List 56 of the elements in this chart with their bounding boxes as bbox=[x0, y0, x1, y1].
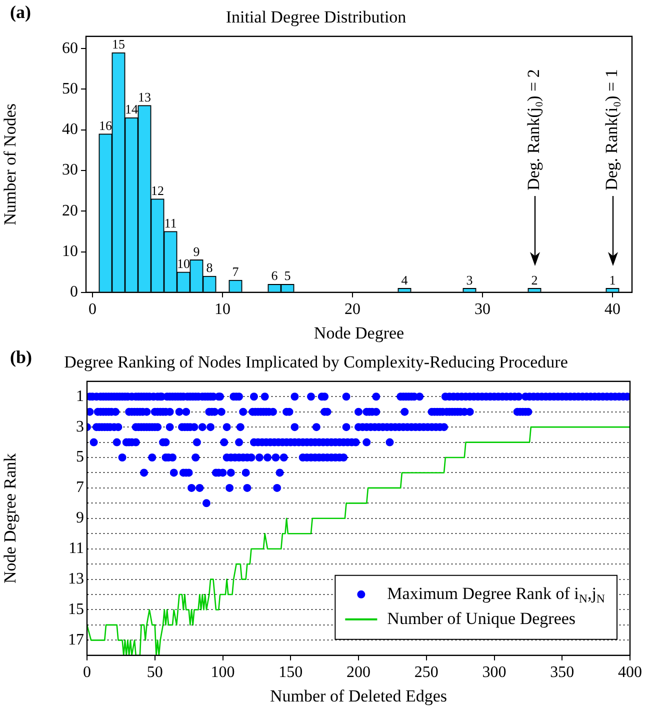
annotation: Deg. Rank(j₀) = 2 bbox=[524, 69, 543, 190]
annotation: 4 bbox=[401, 272, 408, 288]
y-tick-label: 9 bbox=[76, 510, 84, 527]
annotation: Deg. Rank(i₀) = 1 bbox=[602, 69, 621, 190]
annotation: 1 bbox=[609, 272, 616, 288]
annotation: 10 bbox=[177, 256, 190, 272]
x-tick-label: 250 bbox=[414, 664, 438, 682]
y-tick-label: 3 bbox=[76, 418, 84, 436]
x-tick-label: 300 bbox=[482, 664, 506, 682]
x-tick-label: 40 bbox=[604, 301, 620, 318]
y-tick-label: 5 bbox=[76, 448, 84, 466]
y-tick-label: 7 bbox=[76, 479, 84, 496]
y-axis-title: Node Degree Rank bbox=[0, 452, 20, 584]
annotation: 12 bbox=[151, 182, 164, 198]
x-tick-label: 100 bbox=[210, 664, 235, 682]
y-tick-label: 40 bbox=[62, 121, 78, 138]
annotation: 13 bbox=[138, 89, 151, 104]
y-tick-label: 17 bbox=[68, 631, 84, 648]
x-tick-label: 0 bbox=[88, 301, 96, 318]
annotation: 15 bbox=[112, 36, 125, 52]
x-tick-label: 350 bbox=[550, 664, 574, 682]
x-axis-title: Number of Deleted Edges bbox=[270, 686, 448, 706]
chart-title: Initial Degree Distribution bbox=[226, 8, 407, 27]
annotation: 6 bbox=[271, 268, 278, 284]
annotation: 8 bbox=[206, 260, 213, 276]
y-tick-label: 15 bbox=[68, 600, 84, 618]
annotation: 16 bbox=[99, 118, 112, 133]
y-tick-label: 11 bbox=[68, 540, 84, 558]
x-tick-label: 400 bbox=[618, 664, 642, 682]
x-tick-label: 150 bbox=[278, 664, 303, 682]
y-tick-label: 13 bbox=[68, 570, 84, 588]
y-tick-label: 50 bbox=[62, 80, 78, 98]
x-tick-label: 50 bbox=[146, 664, 163, 682]
x-tick-label: 200 bbox=[346, 664, 370, 682]
y-tick-label: 0 bbox=[70, 284, 78, 301]
y-tick-label: 60 bbox=[62, 40, 78, 57]
annotation: 14 bbox=[125, 102, 138, 117]
annotation: 7 bbox=[232, 264, 240, 280]
x-tick-label: 10 bbox=[214, 301, 230, 318]
text: (b) bbox=[10, 347, 32, 367]
x-tick-label: 30 bbox=[474, 301, 490, 318]
y-tick-label: 20 bbox=[62, 202, 78, 220]
y-axis-title: Number of Nodes bbox=[0, 103, 20, 226]
legend-label: Number of Unique Degrees bbox=[387, 608, 576, 628]
y-tick-label: 10 bbox=[62, 242, 78, 260]
y-tick-label: 30 bbox=[62, 162, 78, 179]
annotation: 9 bbox=[193, 244, 200, 259]
x-tick-label: 20 bbox=[344, 301, 360, 318]
annotation: 2 bbox=[531, 272, 538, 288]
x-axis-title: Node Degree bbox=[314, 323, 404, 342]
annotation: 3 bbox=[466, 272, 473, 288]
annotation: 11 bbox=[164, 215, 177, 230]
y-tick-label: 1 bbox=[76, 388, 84, 405]
text: (a) bbox=[10, 2, 31, 22]
chart-title: Degree Ranking of Nodes Implicated by Complexity-Reducing Procedure bbox=[64, 352, 568, 372]
annotation: 5 bbox=[284, 268, 291, 284]
